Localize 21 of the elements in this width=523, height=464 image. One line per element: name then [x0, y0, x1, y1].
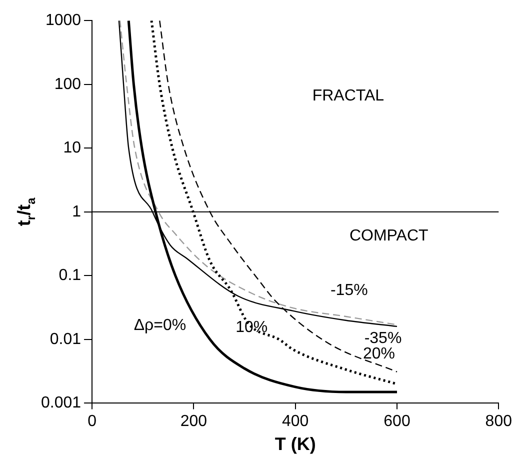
x-axis-title: T (K)	[274, 434, 316, 454]
series-label: 10%	[236, 319, 268, 336]
annotation: COMPACT	[349, 227, 428, 244]
x-tick-label: 400	[282, 413, 309, 430]
series-label: Δρ=0%	[134, 316, 186, 334]
x-tick-label: 600	[384, 413, 410, 430]
x-tick-label: 0	[88, 413, 97, 430]
x-tick-label: 800	[485, 413, 512, 430]
y-tick-label: 10	[63, 140, 82, 157]
series-label: -15%	[330, 282, 368, 299]
series-label: -35%	[364, 330, 402, 347]
annotation: FRACTAL	[312, 88, 384, 105]
y-tick-label: 0.001	[40, 394, 82, 412]
y-tick-label: 1000	[45, 12, 82, 30]
y-tick-label: 1	[72, 203, 82, 220]
y-tick-label: 0.01	[50, 330, 82, 348]
y-tick-label: 0.1	[58, 267, 82, 284]
x-tick-label: 200	[180, 413, 208, 430]
y-tick-label: 100	[54, 76, 82, 93]
series-label: 20%	[362, 345, 396, 362]
y-axis-title: tr/ta	[14, 197, 38, 226]
